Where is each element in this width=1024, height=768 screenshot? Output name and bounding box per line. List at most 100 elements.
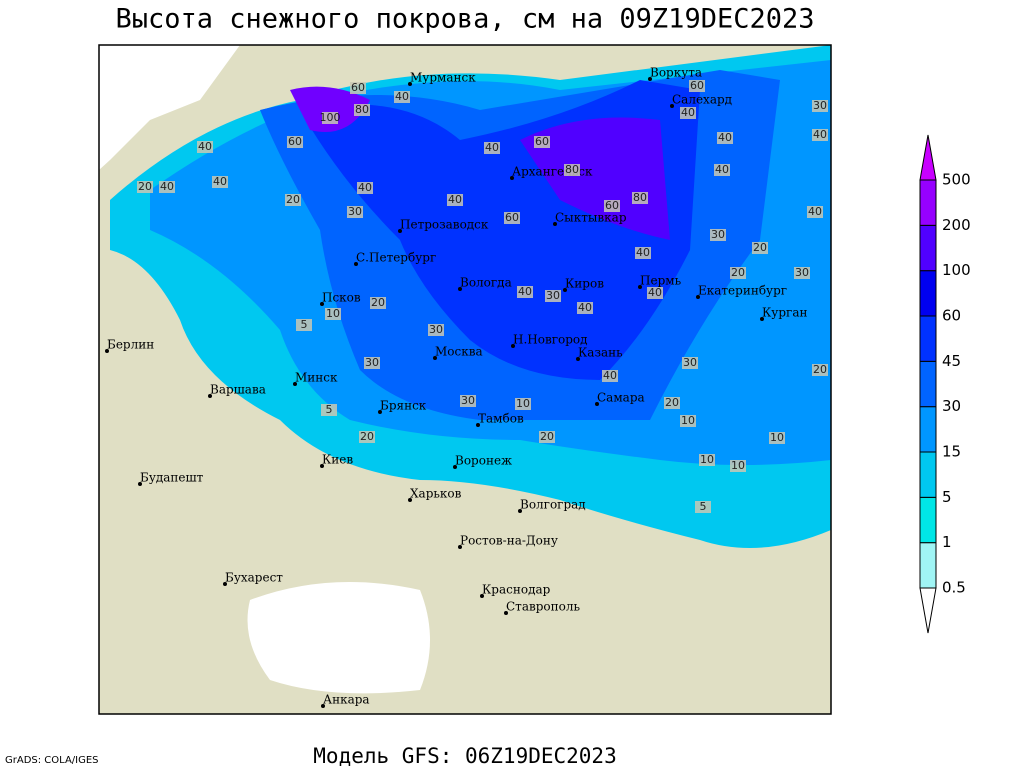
city-label: Киев xyxy=(322,453,353,467)
contour-label: 60 xyxy=(690,79,704,92)
colorbar-segment xyxy=(919,270,937,317)
city-dot xyxy=(480,594,484,598)
contour-label: 30 xyxy=(795,266,809,279)
contour-label: 100 xyxy=(320,111,341,124)
city-dot xyxy=(563,288,567,292)
contour-label: 5 xyxy=(700,500,707,513)
contour-label: 20 xyxy=(731,266,745,279)
contour-label: 40 xyxy=(518,285,532,298)
contour-label-box xyxy=(680,107,696,119)
contour-label-box xyxy=(504,212,520,224)
snow-100 xyxy=(290,86,370,132)
city-label: Москва xyxy=(435,345,483,359)
contour-label: 40 xyxy=(718,131,732,144)
sea xyxy=(99,45,240,170)
contour-label-box xyxy=(635,247,651,259)
contour-label: 60 xyxy=(505,211,519,224)
contour-label: 80 xyxy=(633,191,647,204)
contour-label: 60 xyxy=(605,199,619,212)
contour-label: 20 xyxy=(540,430,554,443)
contour-label: 40 xyxy=(395,90,409,103)
contour-label: 10 xyxy=(326,307,340,320)
colorbar-segment xyxy=(919,360,937,408)
contour-label-box xyxy=(515,398,531,410)
city-label: Псков xyxy=(322,291,361,305)
contour-label-box xyxy=(197,141,213,153)
map xyxy=(98,44,832,715)
colorbar-label: 200 xyxy=(942,216,971,234)
colorbar-segment xyxy=(919,406,937,453)
city-dot xyxy=(458,287,462,291)
city-dot xyxy=(398,229,402,233)
city-label: Брянск xyxy=(380,399,427,413)
contour-label-box xyxy=(812,364,828,376)
colorbar-segment xyxy=(919,542,937,589)
city-label: Казань xyxy=(578,346,623,360)
contour-label: 30 xyxy=(813,99,827,112)
contour-label-box xyxy=(159,181,175,193)
contour-label-box xyxy=(769,432,785,444)
city-label: Сыктывкар xyxy=(555,211,627,225)
contour-label: 10 xyxy=(770,431,784,444)
city-label: Ставрополь xyxy=(506,600,580,614)
contour-label: 40 xyxy=(448,193,462,206)
colorbar-high xyxy=(919,134,937,181)
colorbar-label: 30 xyxy=(942,397,961,415)
city-dot xyxy=(595,402,599,406)
city-label: Берлин xyxy=(107,338,154,352)
contour-label: 40 xyxy=(681,106,695,119)
contour-label: 20 xyxy=(665,396,679,409)
city-label: Волгоград xyxy=(520,498,586,512)
colorbar-label: 500 xyxy=(942,171,971,189)
contour-labels: 60 80 40 100 60 40 20 40 40 20 40 30 40 60 80 40 60 80 60 4… xyxy=(137,79,828,513)
contour-label: 5 xyxy=(326,403,333,416)
colorbar-low xyxy=(919,587,937,634)
contour-label-box xyxy=(577,302,593,314)
contour-label: 40 xyxy=(578,301,592,314)
contour-label: 10 xyxy=(700,453,714,466)
contour-label-box xyxy=(370,297,386,309)
contour-label-box xyxy=(539,431,555,443)
contour-label: 40 xyxy=(636,246,650,259)
contour-label-box xyxy=(394,91,410,103)
contour-label-box xyxy=(680,415,696,427)
contour-label-box xyxy=(752,242,768,254)
colorbar-label: 5 xyxy=(942,488,952,506)
contour-label: 30 xyxy=(365,356,379,369)
city-label: Краснодар xyxy=(482,583,551,597)
colorbar-label: 45 xyxy=(942,352,961,370)
contour-label-box xyxy=(647,287,663,299)
colorbar-segment xyxy=(919,224,937,272)
contour-label: 30 xyxy=(429,323,443,336)
city-dot xyxy=(320,464,324,468)
contour-label: 20 xyxy=(360,430,374,443)
contour-label-box xyxy=(710,229,726,241)
contour-label: 10 xyxy=(681,414,695,427)
contour-label: 40 xyxy=(213,175,227,188)
city-dot xyxy=(208,394,212,398)
contour-label-box xyxy=(714,164,730,176)
contour-label: 30 xyxy=(546,289,560,302)
city-dot xyxy=(510,176,514,180)
city-dot xyxy=(354,262,358,266)
colorbar-segment xyxy=(919,451,937,498)
contour-label-box xyxy=(484,142,500,154)
contour-label: 30 xyxy=(348,205,362,218)
contour-label-box xyxy=(460,395,476,407)
contour-label-box xyxy=(285,194,301,206)
city-dot xyxy=(138,482,142,486)
contour-label-box xyxy=(359,431,375,443)
city-label: Воркута xyxy=(650,66,702,80)
contour-label-box xyxy=(812,100,828,112)
contour-label: 40 xyxy=(198,140,212,153)
contour-label-box xyxy=(321,404,337,416)
city-label: Бухарест xyxy=(225,571,283,585)
city-dot xyxy=(433,356,437,360)
city-dot xyxy=(518,509,522,513)
city-dot xyxy=(576,357,580,361)
colorbar-label: 1 xyxy=(942,533,952,551)
city-label: Тамбов xyxy=(478,412,524,426)
city-dot xyxy=(696,295,700,299)
contour-label: 80 xyxy=(565,163,579,176)
